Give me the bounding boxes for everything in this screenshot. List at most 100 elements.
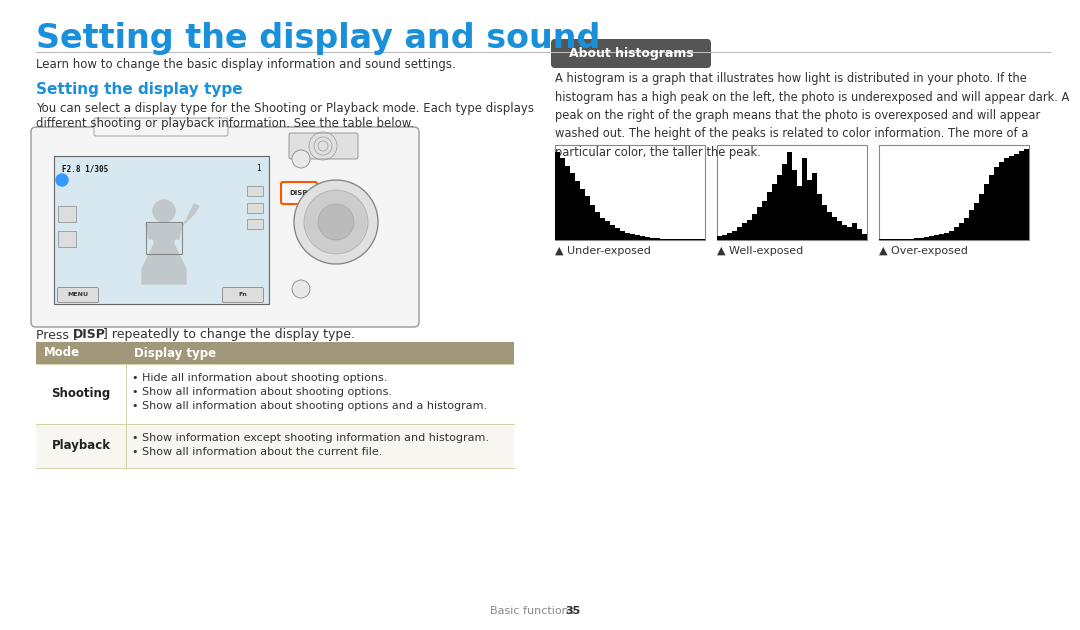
Bar <box>665 239 670 240</box>
Bar <box>939 234 944 240</box>
Text: 35: 35 <box>565 606 580 616</box>
Text: ▲ Over-exposed: ▲ Over-exposed <box>879 246 968 256</box>
Bar <box>717 236 723 240</box>
Bar <box>717 145 867 240</box>
Bar <box>954 227 959 240</box>
Bar <box>889 239 894 240</box>
Bar <box>36 342 514 364</box>
Bar <box>919 238 924 240</box>
Bar <box>670 239 675 240</box>
Bar <box>58 231 76 247</box>
Text: Basic functions: Basic functions <box>490 606 575 616</box>
Bar <box>610 225 615 240</box>
Bar <box>782 164 787 240</box>
Bar <box>757 207 762 240</box>
Bar <box>842 225 847 240</box>
Bar <box>600 218 605 240</box>
Text: A histogram is a graph that illustrates how light is distributed in your photo. : A histogram is a graph that illustrates … <box>555 72 1069 159</box>
Circle shape <box>303 190 368 254</box>
Text: DISP: DISP <box>73 328 106 341</box>
Bar <box>852 223 858 240</box>
Text: Display type: Display type <box>134 346 216 360</box>
Bar <box>685 239 690 240</box>
Bar <box>964 218 969 240</box>
Bar <box>899 239 904 240</box>
Bar <box>640 236 645 240</box>
FancyBboxPatch shape <box>31 127 419 327</box>
Bar <box>816 193 822 240</box>
Text: Setting the display and sound: Setting the display and sound <box>36 22 600 55</box>
Bar <box>1014 154 1020 240</box>
Bar <box>595 212 600 240</box>
Bar <box>792 170 797 240</box>
Bar <box>146 222 183 254</box>
Circle shape <box>153 200 175 222</box>
Bar <box>723 236 727 240</box>
Bar <box>772 184 777 240</box>
Bar <box>570 173 575 240</box>
Text: Fn: Fn <box>239 292 247 297</box>
Text: F2.8 1/305: F2.8 1/305 <box>62 164 108 173</box>
Text: Playback: Playback <box>52 440 110 452</box>
Text: Shooting: Shooting <box>52 387 110 401</box>
Bar <box>924 238 929 240</box>
Bar <box>894 239 899 240</box>
Polygon shape <box>183 204 199 226</box>
Bar <box>885 239 889 240</box>
Bar <box>777 175 782 240</box>
Bar <box>858 229 862 240</box>
Bar <box>700 239 705 240</box>
Bar <box>969 210 974 240</box>
Bar <box>984 184 989 240</box>
Bar <box>978 193 984 240</box>
Bar <box>949 231 954 240</box>
Text: About histograms: About histograms <box>569 47 693 60</box>
Bar <box>879 145 1029 240</box>
Bar <box>822 205 827 240</box>
Bar <box>247 219 264 229</box>
Bar <box>914 238 919 240</box>
Bar <box>1024 149 1029 240</box>
Bar <box>974 203 978 240</box>
Bar <box>904 239 909 240</box>
Text: • Show all information about shooting options.: • Show all information about shooting op… <box>132 387 392 397</box>
Bar <box>58 206 76 222</box>
Bar <box>247 186 264 196</box>
Text: different shooting or playback information. See the table below.: different shooting or playback informati… <box>36 117 414 130</box>
Bar <box>690 239 696 240</box>
FancyBboxPatch shape <box>289 133 357 159</box>
Bar <box>635 236 640 240</box>
Bar <box>762 201 767 240</box>
Bar <box>999 162 1004 240</box>
Bar <box>36 424 514 468</box>
Bar <box>561 158 565 240</box>
Bar <box>585 197 590 240</box>
Bar <box>797 186 802 240</box>
Bar <box>944 232 949 240</box>
Bar <box>994 168 999 240</box>
Bar <box>737 227 742 240</box>
FancyBboxPatch shape <box>57 287 98 302</box>
Text: • Show all information about shooting options and a histogram.: • Show all information about shooting op… <box>132 401 487 411</box>
Text: MENU: MENU <box>67 292 89 297</box>
Bar <box>752 214 757 240</box>
FancyBboxPatch shape <box>281 182 318 204</box>
Bar <box>645 238 650 240</box>
Text: ▲ Well-exposed: ▲ Well-exposed <box>717 246 804 256</box>
Text: Mode: Mode <box>44 346 80 360</box>
Bar <box>827 212 832 240</box>
Bar <box>680 239 685 240</box>
Text: ▲ Under-exposed: ▲ Under-exposed <box>555 246 651 256</box>
Text: Setting the display type: Setting the display type <box>36 82 243 97</box>
Polygon shape <box>141 224 186 284</box>
Bar <box>832 217 837 240</box>
Bar <box>650 238 654 240</box>
Bar <box>590 205 595 240</box>
Bar <box>959 223 964 240</box>
Bar <box>555 145 705 240</box>
Bar <box>837 221 842 240</box>
Text: You can select a display type for the Shooting or Playback mode. Each type displ: You can select a display type for the Sh… <box>36 102 534 115</box>
Bar <box>727 234 732 240</box>
Circle shape <box>294 180 378 264</box>
Bar <box>565 166 570 240</box>
